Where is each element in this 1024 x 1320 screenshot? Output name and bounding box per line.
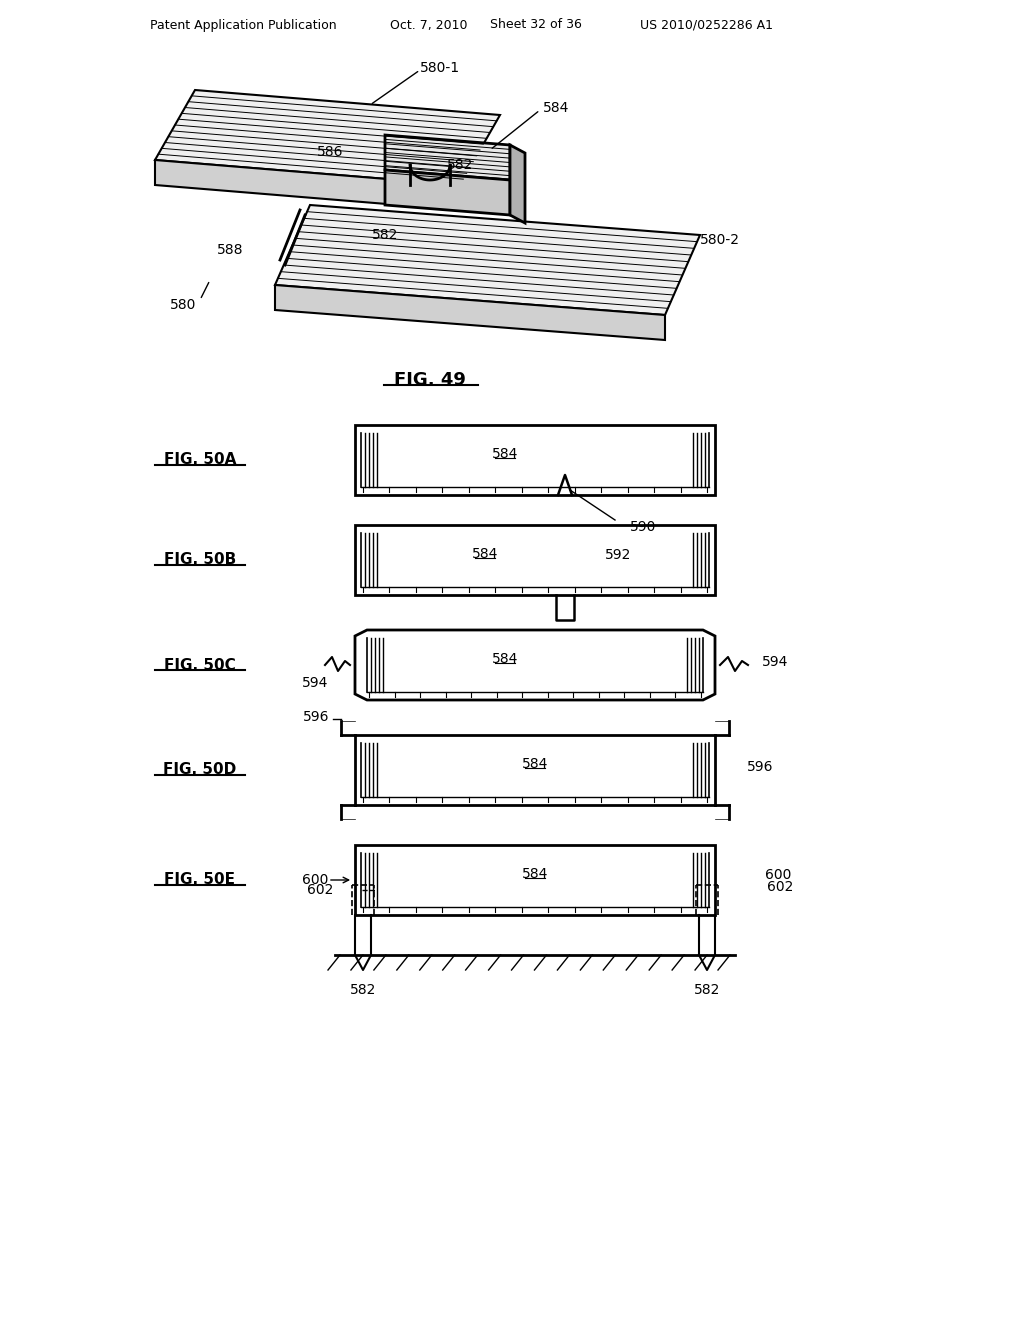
Text: Sheet 32 of 36: Sheet 32 of 36 bbox=[490, 18, 582, 32]
Text: 600: 600 bbox=[302, 873, 328, 887]
Polygon shape bbox=[275, 285, 665, 341]
Text: FIG. 50D: FIG. 50D bbox=[164, 763, 237, 777]
Text: US 2010/0252286 A1: US 2010/0252286 A1 bbox=[640, 18, 773, 32]
Text: 582: 582 bbox=[350, 983, 376, 997]
Text: FIG. 49: FIG. 49 bbox=[394, 371, 466, 389]
Text: 592: 592 bbox=[605, 548, 632, 562]
Text: FIG. 50C: FIG. 50C bbox=[164, 657, 236, 672]
Bar bbox=[355, 845, 715, 915]
Polygon shape bbox=[385, 135, 510, 180]
Text: Oct. 7, 2010: Oct. 7, 2010 bbox=[390, 18, 468, 32]
Text: FIG. 50B: FIG. 50B bbox=[164, 553, 237, 568]
Text: 600: 600 bbox=[765, 869, 792, 882]
Polygon shape bbox=[510, 145, 525, 223]
Text: 596: 596 bbox=[302, 710, 329, 723]
Text: 594: 594 bbox=[302, 676, 328, 690]
Text: Patent Application Publication: Patent Application Publication bbox=[150, 18, 337, 32]
Text: 584: 584 bbox=[492, 447, 518, 461]
Text: FIG. 50E: FIG. 50E bbox=[165, 873, 236, 887]
Polygon shape bbox=[275, 205, 700, 315]
Text: 584: 584 bbox=[472, 546, 499, 561]
Text: 586: 586 bbox=[316, 145, 343, 158]
Text: 580-1: 580-1 bbox=[420, 61, 460, 75]
Text: 580-2: 580-2 bbox=[700, 234, 740, 247]
Text: 594: 594 bbox=[762, 655, 788, 669]
Text: 590: 590 bbox=[630, 520, 656, 535]
Bar bbox=[355, 525, 715, 595]
Text: 584: 584 bbox=[492, 652, 518, 667]
Text: 582: 582 bbox=[372, 228, 398, 242]
Text: 588: 588 bbox=[217, 243, 244, 257]
Polygon shape bbox=[155, 90, 500, 185]
Text: 596: 596 bbox=[746, 760, 773, 774]
Text: 584: 584 bbox=[522, 756, 548, 771]
Polygon shape bbox=[385, 170, 510, 215]
Bar bbox=[355, 425, 715, 495]
Text: 584: 584 bbox=[522, 867, 548, 880]
Text: 582: 582 bbox=[694, 983, 720, 997]
Text: 580: 580 bbox=[170, 298, 197, 312]
Text: 602: 602 bbox=[767, 880, 794, 894]
Text: 602: 602 bbox=[306, 883, 333, 898]
Text: FIG. 50A: FIG. 50A bbox=[164, 453, 237, 467]
Polygon shape bbox=[155, 160, 460, 210]
Text: 582: 582 bbox=[446, 158, 473, 172]
Text: 584: 584 bbox=[543, 102, 569, 115]
